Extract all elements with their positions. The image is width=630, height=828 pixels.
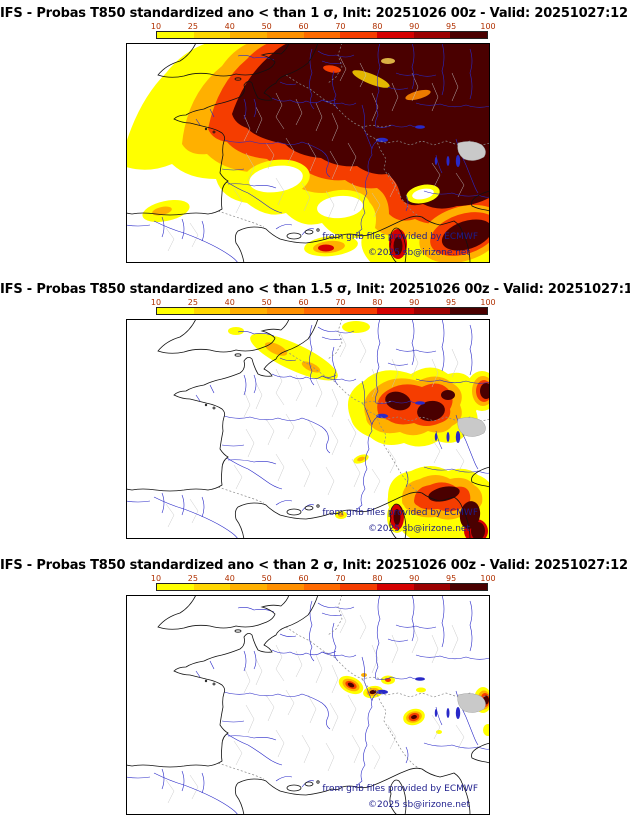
colorbar-tick-label: 40 [224,298,235,307]
colorbar-tick-label: 60 [298,298,309,307]
colorbar-segment [303,584,341,590]
colorbar-tick-label: 10 [150,574,162,583]
colorbar-segment [157,32,194,38]
colorbar-tick-label: 90 [409,298,420,307]
colorbar: 10 25 40 50 60 70 80 90 95 100 [151,298,496,315]
colorbar-bar [156,583,488,591]
colorbar-tick-label: 70 [335,22,346,31]
map-container: from grib files provided by ECMWF ©2025 … [120,37,505,269]
map: from grib files provided by ECMWF ©2025 … [120,37,505,269]
colorbar-tick-label: 50 [261,22,272,31]
colorbar-segment [230,584,268,590]
colorbar-segment [413,584,451,590]
watermark-copyright: ©2025 sb@irizone.net [368,524,470,534]
colorbar-tick-label: 70 [335,298,346,307]
colorbar-tick-label: 25 [187,574,198,583]
colorbar-tick-label: 90 [409,574,420,583]
colorbar-tick-label: 40 [224,574,235,583]
colorbar-tick-label: 25 [187,298,198,307]
colorbar-tick-labels: 10 25 40 50 60 70 80 90 95 100 [151,574,496,583]
colorbar-segment [193,32,231,38]
colorbar-tick-label: 95 [446,298,457,307]
colorbar-segment [450,308,488,314]
colorbar-tick-label: 50 [261,574,272,583]
colorbar-segment [267,308,304,314]
probability-map-panel-1sigma: IFS - Probas T850 standardized ano < tha… [0,0,630,276]
colorbar-segment [340,32,378,38]
watermark-ecmwf: from grib files provided by ECMWF [322,784,478,794]
colorbar-tick-label: 60 [298,574,309,583]
colorbar-bar [156,31,488,39]
colorbar-segment [303,32,341,38]
map: from grib files provided by ECMWF ©2025 … [125,318,498,543]
probability-shading [338,673,493,736]
colorbar-segment [377,308,414,314]
map-container: from grib files provided by ECMWF ©2025 … [125,318,498,543]
colorbar-segment [377,32,414,38]
colorbar-bar [156,307,488,315]
colorbar-tick-label: 100 [480,298,496,307]
colorbar-segment [230,32,268,38]
watermark-ecmwf: from grib files provided by ECMWF [322,508,478,518]
colorbar-segment [413,32,451,38]
map-frame [126,319,490,539]
colorbar-segment [193,584,231,590]
colorbar: 10 25 40 50 60 70 80 90 95 100 [151,574,496,591]
colorbar-tick-label: 95 [446,22,457,31]
colorbar-tick-label: 10 [150,298,162,307]
colorbar-segment [377,584,414,590]
watermark-copyright: ©2025 sb@irizone.net [368,800,470,810]
colorbar-tick-label: 100 [480,22,496,31]
colorbar-segment [267,584,304,590]
colorbar-segment [450,32,488,38]
colorbar: 10 25 40 50 60 70 80 90 95 100 [151,22,496,39]
colorbar-tick-labels: 10 25 40 50 60 70 80 90 95 100 [151,298,496,307]
colorbar-segment [193,308,231,314]
colorbar-segment [340,584,378,590]
colorbar-tick-label: 50 [261,298,272,307]
probability-map-panel-2sigma: IFS - Probas T850 standardized ano < tha… [0,552,630,828]
map-frame [126,43,490,263]
colorbar-segment [157,308,194,314]
colorbar-segment [157,584,194,590]
colorbar-tick-label: 70 [335,574,346,583]
watermark-copyright: ©2025 sb@irizone.net [368,248,470,258]
panel-title: IFS - Probas T850 standardized ano < tha… [0,6,630,21]
colorbar-tick-label: 60 [298,22,309,31]
panel-title: IFS - Probas T850 standardized ano < tha… [0,558,630,573]
colorbar-segment [450,584,488,590]
colorbar-tick-label: 80 [372,22,383,31]
colorbar-tick-label: 80 [372,298,383,307]
probability-map-panel-1p5sigma: IFS - Probas T850 standardized ano < tha… [0,276,630,552]
colorbar-segment [340,308,378,314]
colorbar-segment [413,308,451,314]
colorbar-tick-label: 25 [187,22,198,31]
colorbar-tick-label: 10 [150,22,162,31]
colorbar-segment [303,308,341,314]
map-frame [126,595,490,815]
colorbar-tick-label: 80 [372,574,383,583]
colorbar-tick-label: 90 [409,22,420,31]
colorbar-segment [230,308,268,314]
panel-title: IFS - Probas T850 standardized ano < tha… [0,282,630,297]
colorbar-tick-labels: 10 25 40 50 60 70 80 90 95 100 [151,22,496,31]
colorbar-segment [267,32,304,38]
colorbar-tick-label: 100 [480,574,496,583]
colorbar-tick-label: 95 [446,574,457,583]
map-container: from grib files provided by ECMWF ©2025 … [125,594,493,816]
colorbar-tick-label: 40 [224,22,235,31]
map: from grib files provided by ECMWF ©2025 … [125,594,493,816]
watermark-ecmwf: from grib files provided by ECMWF [322,232,478,242]
